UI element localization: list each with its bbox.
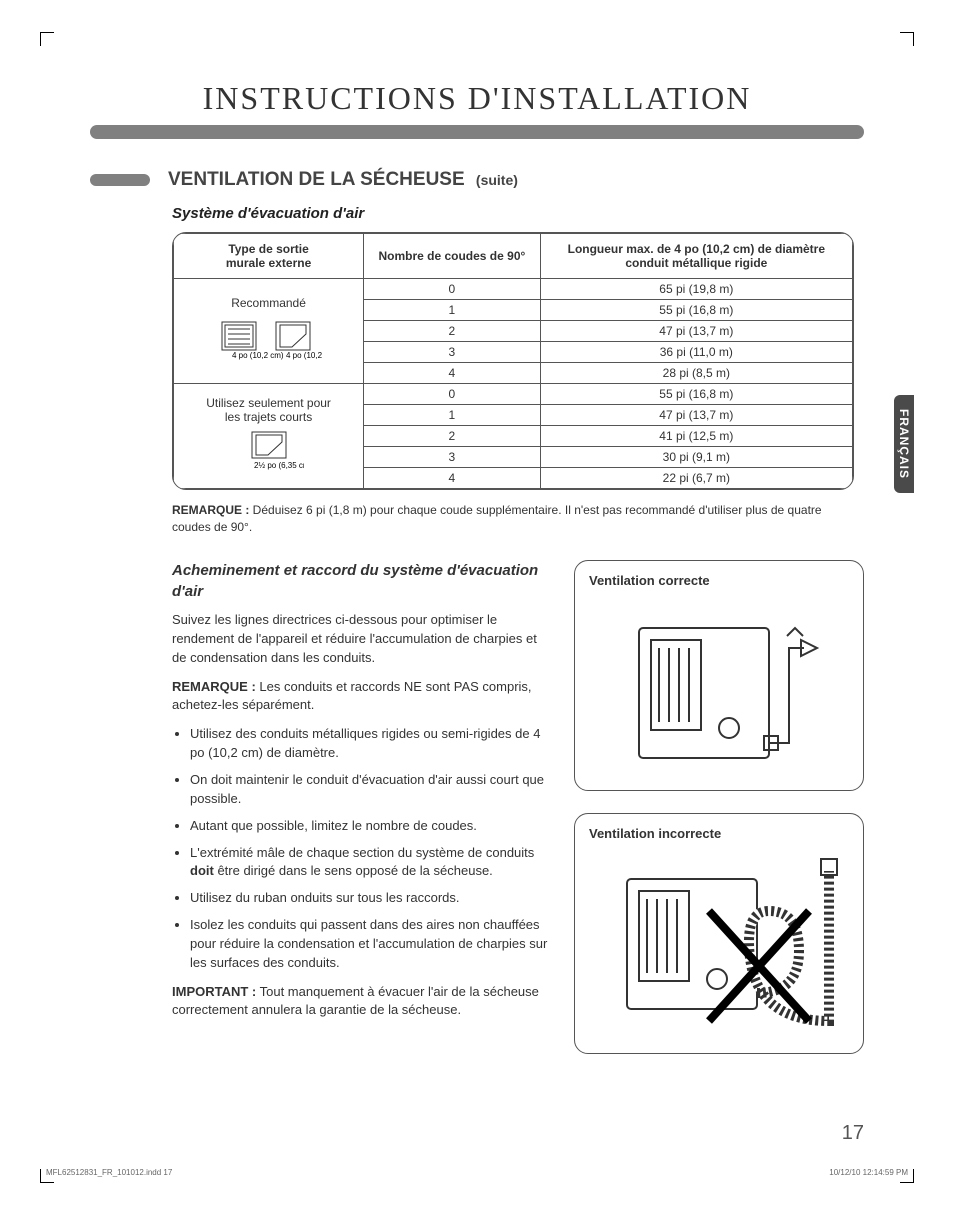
outlet-type-recommended: Recommandé <box>174 279 364 384</box>
list-item: L'extrémité mâle de chaque section du sy… <box>190 844 548 882</box>
page-number: 17 <box>842 1122 864 1145</box>
list-item: Autant que possible, limitez le nombre d… <box>190 817 548 836</box>
list-item: Utilisez du ruban onduits sur tous les r… <box>190 889 548 908</box>
table-cell: 30 pi (9,1 m) <box>540 447 852 468</box>
section-bullet <box>90 174 150 186</box>
vent-table: Type de sortie murale externe Nombre de … <box>172 232 854 490</box>
svg-text:2½ po (6,35 cm): 2½ po (6,35 cm) <box>254 461 304 470</box>
table-cell: 65 pi (19,8 m) <box>540 279 852 300</box>
table-cell: 1 <box>364 300 541 321</box>
table-header: Type de sortie murale externe <box>174 234 364 279</box>
subsection-title: Système d'évacuation d'air <box>172 205 864 222</box>
table-cell: 1 <box>364 405 541 426</box>
table-cell: 41 pi (12,5 m) <box>540 426 852 447</box>
paragraph: Suivez les lignes directrices ci-dessous… <box>172 611 548 668</box>
table-cell: 55 pi (16,8 m) <box>540 384 852 405</box>
incorrect-vent-box: Ventilation incorrecte <box>574 813 864 1054</box>
table-cell: 3 <box>364 342 541 363</box>
list-item: Utilisez des conduits métalliques rigide… <box>190 725 548 763</box>
table-header: Longueur max. de 4 po (10,2 cm) de diamè… <box>540 234 852 279</box>
table-cell: 3 <box>364 447 541 468</box>
crop-mark <box>900 32 914 46</box>
language-tab: FRANÇAIS <box>894 395 914 493</box>
list-item: Isolez les conduits qui passent dans des… <box>190 916 548 973</box>
table-cell: 2 <box>364 426 541 447</box>
svg-text:4 po (10,2 cm): 4 po (10,2 cm) <box>286 351 324 360</box>
correct-vent-box: Ventilation correcte <box>574 560 864 791</box>
table-cell: 22 pi (6,7 m) <box>540 468 852 489</box>
table-cell: 4 <box>364 363 541 384</box>
correct-vent-icon <box>609 598 829 778</box>
footer-filename: MFL62512831_FR_101012.indd 17 <box>46 1168 172 1177</box>
important-note: IMPORTANT : Tout manquement à évacuer l'… <box>172 983 548 1021</box>
crop-mark <box>40 32 54 46</box>
page-title: INSTRUCTIONS D'INSTALLATION <box>90 80 864 117</box>
note-remark-2: REMARQUE : Les conduits et raccords NE s… <box>172 678 548 716</box>
table-cell: 4 <box>364 468 541 489</box>
table-cell: 47 pi (13,7 m) <box>540 405 852 426</box>
title-bar <box>90 125 864 139</box>
table-cell: 55 pi (16,8 m) <box>540 300 852 321</box>
bullet-list: Utilisez des conduits métalliques rigide… <box>172 725 548 972</box>
section-title: VENTILATION DE LA SÉCHEUSE (suite) <box>168 169 518 191</box>
table-cell: 2 <box>364 321 541 342</box>
hood-short-icon: 2½ po (6,35 cm) <box>234 428 304 474</box>
outlet-type-short: Utilisez seulement pour les trajets cour… <box>174 384 364 489</box>
footer-timestamp: 10/12/10 12:14:59 PM <box>829 1168 908 1177</box>
svg-text:4 po (10,2 cm): 4 po (10,2 cm) <box>232 351 284 360</box>
list-item: On doit maintenir le conduit d'évacuatio… <box>190 771 548 809</box>
incorrect-vent-icon <box>599 851 839 1041</box>
table-cell: 0 <box>364 279 541 300</box>
table-cell: 0 <box>364 384 541 405</box>
subsection-title-2: Acheminement et raccord du système d'éva… <box>172 560 548 604</box>
table-header: Nombre de coudes de 90° <box>364 234 541 279</box>
table-cell: 36 pi (11,0 m) <box>540 342 852 363</box>
table-cell: 28 pi (8,5 m) <box>540 363 852 384</box>
note-remark: REMARQUE : Déduisez 6 pi (1,8 m) pour ch… <box>172 502 852 536</box>
hood-recommended-icon: 4 po (10,2 cm) 4 po (10,2 cm) <box>214 314 324 364</box>
table-cell: 47 pi (13,7 m) <box>540 321 852 342</box>
